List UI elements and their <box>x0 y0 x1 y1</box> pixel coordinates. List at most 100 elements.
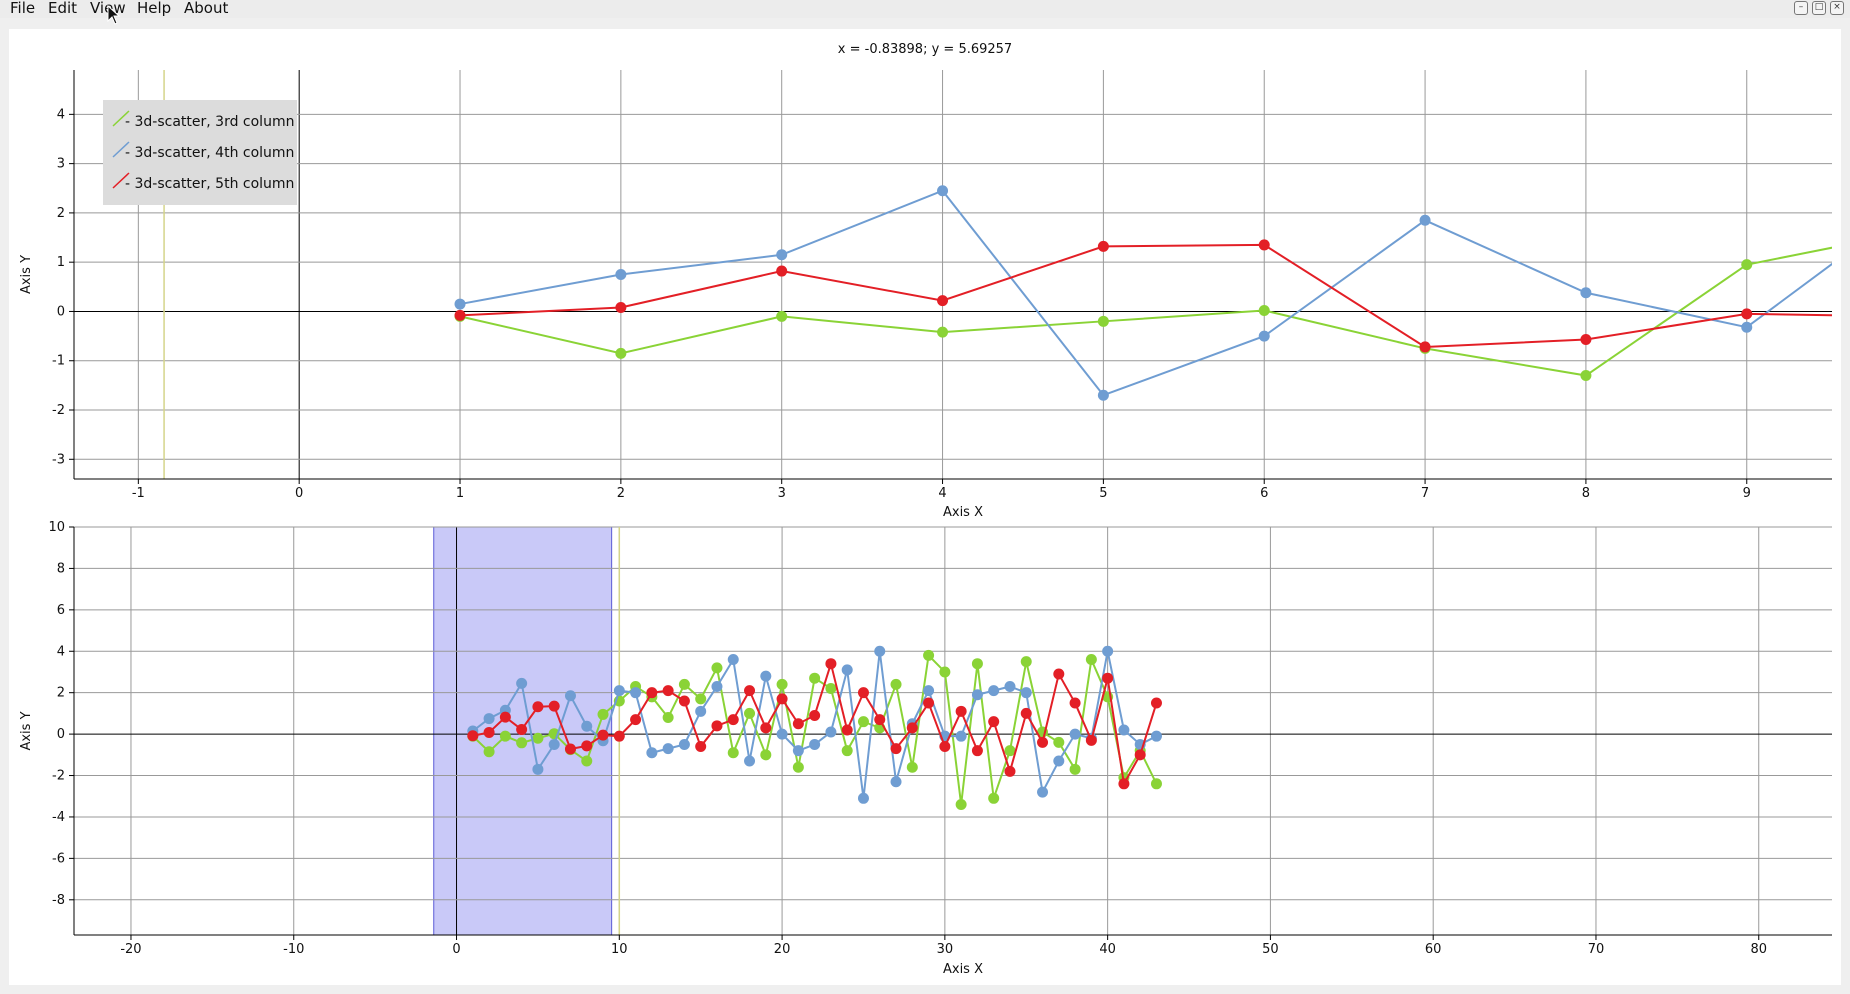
data-point[interactable] <box>1118 724 1130 736</box>
data-point[interactable] <box>792 745 804 757</box>
data-point[interactable] <box>615 347 627 359</box>
bottom-chart[interactable]: -20 -10 0 10 20 30 40 50 60 70 80-8-6-4-20246810Ax… <box>19 520 1832 977</box>
data-point[interactable] <box>532 732 544 744</box>
data-point[interactable] <box>857 716 869 728</box>
data-point[interactable] <box>662 743 674 755</box>
data-point[interactable] <box>483 746 495 758</box>
data-point[interactable] <box>532 701 544 713</box>
close-icon[interactable]: × <box>1830 1 1844 15</box>
menu-help[interactable]: Help <box>137 0 172 17</box>
data-point[interactable] <box>760 749 772 761</box>
data-point[interactable] <box>955 705 967 717</box>
data-point[interactable] <box>841 745 853 757</box>
data-point[interactable] <box>1134 749 1146 761</box>
data-point[interactable] <box>874 714 886 726</box>
data-point[interactable] <box>1053 736 1065 748</box>
data-point[interactable] <box>937 185 949 197</box>
data-point[interactable] <box>678 678 690 690</box>
data-point[interactable] <box>923 697 935 709</box>
data-point[interactable] <box>1741 308 1753 320</box>
data-point[interactable] <box>1037 786 1049 798</box>
series-line[interactable] <box>459 189 1850 397</box>
data-point[interactable] <box>646 687 658 699</box>
data-point[interactable] <box>532 763 544 775</box>
data-point[interactable] <box>1004 765 1016 777</box>
data-point[interactable] <box>939 741 951 753</box>
menu-about[interactable]: About <box>184 0 229 17</box>
data-point[interactable] <box>744 685 756 697</box>
data-point[interactable] <box>516 737 528 749</box>
data-point[interactable] <box>1020 656 1032 668</box>
data-point[interactable] <box>1020 687 1032 699</box>
data-point[interactable] <box>678 738 690 750</box>
minimize-icon[interactable]: – <box>1794 1 1808 15</box>
data-point[interactable] <box>630 687 642 699</box>
data-point[interactable] <box>825 683 837 695</box>
data-point[interactable] <box>564 743 576 755</box>
data-point[interactable] <box>454 309 466 321</box>
data-point[interactable] <box>890 678 902 690</box>
data-point[interactable] <box>630 714 642 726</box>
data-point[interactable] <box>1741 259 1753 271</box>
data-point[interactable] <box>857 687 869 699</box>
data-point[interactable] <box>874 645 886 657</box>
data-point[interactable] <box>939 666 951 678</box>
data-point[interactable] <box>825 658 837 670</box>
data-point[interactable] <box>483 713 495 725</box>
data-point[interactable] <box>1053 755 1065 767</box>
series-line[interactable] <box>459 233 1850 377</box>
data-point[interactable] <box>760 722 772 734</box>
data-point[interactable] <box>516 677 528 689</box>
data-point[interactable] <box>1069 728 1081 740</box>
data-point[interactable] <box>792 718 804 730</box>
data-point[interactable] <box>1069 763 1081 775</box>
data-point[interactable] <box>971 658 983 670</box>
data-point[interactable] <box>809 738 821 750</box>
data-point[interactable] <box>678 695 690 707</box>
data-point[interactable] <box>564 690 576 702</box>
data-point[interactable] <box>711 680 723 692</box>
data-point[interactable] <box>662 685 674 697</box>
data-point[interactable] <box>890 776 902 788</box>
data-point[interactable] <box>776 310 788 322</box>
data-point[interactable] <box>1102 672 1114 684</box>
data-point[interactable] <box>1020 707 1032 719</box>
data-point[interactable] <box>776 728 788 740</box>
data-point[interactable] <box>548 738 560 750</box>
data-point[interactable] <box>923 649 935 661</box>
data-point[interactable] <box>841 664 853 676</box>
data-point[interactable] <box>1258 239 1270 251</box>
data-point[interactable] <box>1037 736 1049 748</box>
data-point[interactable] <box>1085 734 1097 746</box>
data-point[interactable] <box>744 707 756 719</box>
data-point[interactable] <box>615 302 627 314</box>
data-point[interactable] <box>955 799 967 811</box>
data-point[interactable] <box>1085 654 1097 666</box>
data-point[interactable] <box>776 693 788 705</box>
data-point[interactable] <box>499 730 511 742</box>
data-point[interactable] <box>1419 341 1431 353</box>
data-point[interactable] <box>1258 330 1270 342</box>
data-point[interactable] <box>857 792 869 804</box>
data-point[interactable] <box>1150 730 1162 742</box>
data-point[interactable] <box>711 720 723 732</box>
data-point[interactable] <box>1102 645 1114 657</box>
data-point[interactable] <box>906 761 918 773</box>
data-point[interactable] <box>971 745 983 757</box>
data-point[interactable] <box>971 689 983 701</box>
data-point[interactable] <box>695 693 707 705</box>
data-point[interactable] <box>1580 334 1592 346</box>
data-point[interactable] <box>1097 240 1109 252</box>
data-point[interactable] <box>1069 697 1081 709</box>
data-point[interactable] <box>1419 214 1431 226</box>
data-point[interactable] <box>1150 697 1162 709</box>
data-point[interactable] <box>937 295 949 307</box>
data-point[interactable] <box>890 743 902 755</box>
data-point[interactable] <box>613 730 625 742</box>
data-point[interactable] <box>646 747 658 759</box>
data-point[interactable] <box>923 685 935 697</box>
menu-file[interactable]: File <box>10 0 36 17</box>
data-point[interactable] <box>727 654 739 666</box>
data-point[interactable] <box>776 678 788 690</box>
data-point[interactable] <box>1004 745 1016 757</box>
